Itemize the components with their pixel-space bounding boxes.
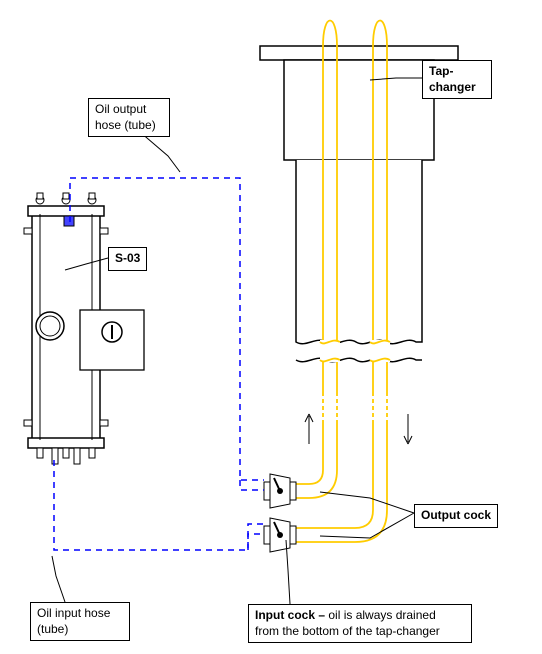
output-cock xyxy=(264,474,296,508)
callout-output-cock: Output cock xyxy=(414,504,498,528)
diagram-container: Oil outputhose (tube) Tap-changer S-03 O… xyxy=(0,0,542,654)
flow-arrows xyxy=(305,414,412,444)
callout-s03-text: S-03 xyxy=(115,251,140,265)
callout-tap-changer: Tap-changer xyxy=(422,60,492,99)
filter-unit-s03 xyxy=(24,193,144,464)
callout-input-cock: Input cock – oil is always drainedfrom t… xyxy=(248,604,472,643)
input-cock xyxy=(264,518,296,552)
callout-tap-changer-text: Tap-changer xyxy=(429,64,476,94)
callout-oil-output: Oil outputhose (tube) xyxy=(88,98,170,137)
callout-oil-input-text: Oil input hose(tube) xyxy=(37,606,110,636)
callout-output-cock-text: Output cock xyxy=(421,508,491,522)
callout-input-cock-bold: Input cock – xyxy=(255,608,328,622)
callout-oil-input: Oil input hose(tube) xyxy=(30,602,130,641)
callout-s03: S-03 xyxy=(108,247,147,271)
callout-oil-output-text: Oil outputhose (tube) xyxy=(95,102,156,132)
